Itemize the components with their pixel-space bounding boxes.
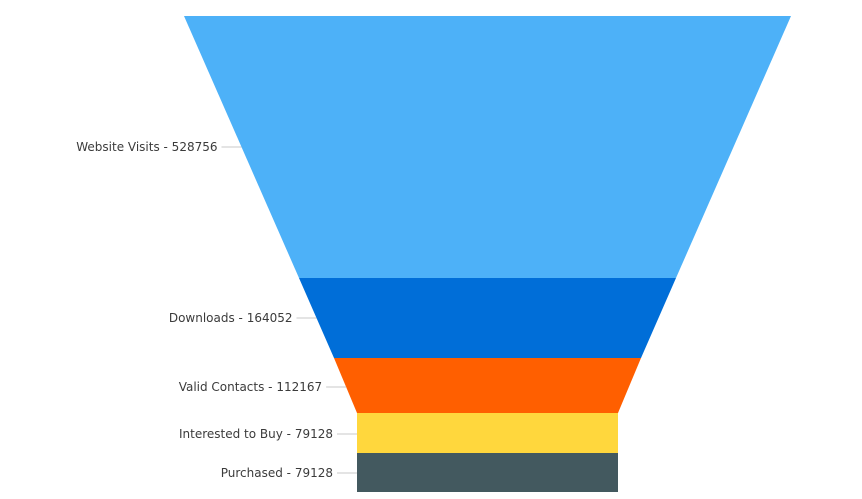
funnel-segment-downloads[interactable]: [299, 278, 676, 358]
label-connectors: [221, 146, 357, 474]
funnel-segment-website-visits[interactable]: [184, 16, 791, 278]
label-website-visits: Website Visits - 528756: [76, 140, 217, 154]
funnel-segment-interested-to-buy[interactable]: [357, 413, 618, 453]
funnel-segment-purchased[interactable]: [357, 453, 618, 492]
label-valid-contacts: Valid Contacts - 112167: [179, 380, 322, 394]
label-downloads: Downloads - 164052: [169, 311, 293, 325]
funnel-segment-valid-contacts[interactable]: [334, 358, 641, 413]
label-purchased: Purchased - 79128: [221, 466, 333, 480]
label-interested-to-buy: Interested to Buy - 79128: [179, 427, 333, 441]
funnel-segments: [184, 16, 791, 492]
funnel-labels: Website Visits - 528756 Downloads - 16405…: [76, 140, 333, 480]
